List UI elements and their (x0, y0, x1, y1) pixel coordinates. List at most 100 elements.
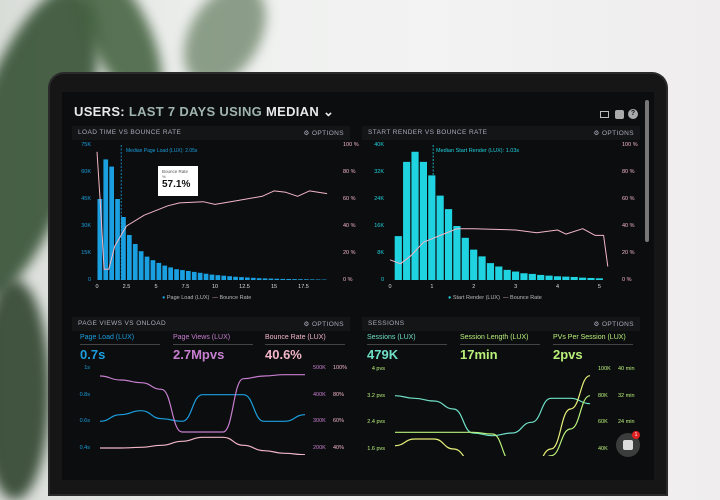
bar (275, 279, 280, 280)
bar (571, 277, 578, 280)
bar (420, 162, 427, 280)
axis-tick-label: 80K (598, 393, 608, 399)
series-line (100, 375, 305, 432)
axis-tick-label: 5 (598, 284, 601, 290)
bar (587, 278, 594, 280)
chart-svg (97, 145, 333, 280)
axis-tick-label: 5 (154, 284, 157, 290)
monitor-icon[interactable] (600, 111, 609, 118)
title-users: USERS: (74, 104, 125, 119)
share-icon[interactable] (615, 110, 624, 119)
bar (198, 273, 203, 280)
options-label: OPTIONS (602, 321, 634, 328)
bar (139, 251, 144, 280)
axis-tick-label: 80 % (622, 169, 635, 175)
bar (239, 277, 244, 280)
options-button[interactable]: ⚙ OPTIONS (304, 129, 345, 137)
legend-line: — (212, 295, 218, 301)
axis-tick-label: 400K (313, 392, 326, 398)
bar (487, 263, 494, 280)
axis-tick-label: 2.4 pvs (367, 419, 385, 425)
legend-item[interactable]: Start Render (LUX) (453, 295, 500, 301)
axis-tick-label: 40 min (618, 366, 635, 372)
kpi-value: 40.6% (265, 347, 302, 362)
bar (512, 272, 519, 280)
bar (186, 271, 191, 280)
bar (227, 276, 232, 280)
render-panel-header: START RENDER VS BOUNCE RATE ⚙ OPTIONS (362, 126, 640, 140)
page-title[interactable]: USERS: LAST 7 DAYS USING MEDIAN ⌄ (74, 104, 334, 120)
axis-tick-label: 1.6 pvs (367, 446, 385, 452)
bar (304, 279, 309, 280)
axis-tick-label: 3.2 pvs (367, 393, 385, 399)
bar (210, 275, 215, 280)
bar (316, 279, 321, 280)
axis-tick-label: 60 % (343, 196, 356, 202)
bar (395, 236, 402, 280)
legend-item[interactable]: Bounce Rate (219, 295, 251, 301)
chat-button[interactable]: 1 (616, 433, 640, 457)
options-button[interactable]: ⚙ OPTIONS (594, 320, 635, 328)
axis-tick-label: 12.5 (239, 284, 250, 290)
axis-tick-label: 60% (333, 418, 344, 424)
pageviews-panel-header: PAGE VIEWS VS ONLOAD ⚙ OPTIONS (72, 317, 350, 331)
scrollbar[interactable] (645, 100, 649, 242)
bar (292, 279, 297, 280)
legend-item[interactable]: Page Load (LUX) (167, 295, 210, 301)
axis-tick-label: 32K (374, 169, 384, 175)
bar (286, 279, 291, 280)
bar (428, 175, 435, 280)
axis-tick-label: 0.4s (80, 445, 90, 451)
options-button[interactable]: ⚙ OPTIONS (304, 320, 345, 328)
axis-tick-label: 8K (377, 250, 384, 256)
bar (245, 277, 250, 280)
bar (554, 276, 561, 280)
bar (478, 256, 485, 280)
legend-item[interactable]: Bounce Rate (510, 295, 542, 301)
render-legend: ● Start Render (LUX) — Bounce Rate (448, 295, 542, 301)
axis-tick-label: 32 min (618, 393, 635, 399)
axis-tick-label: 40 % (343, 223, 356, 229)
panel-title: LOAD TIME VS BOUNCE RATE (78, 129, 181, 137)
bar (470, 250, 477, 280)
axis-tick-label: 0 (95, 284, 98, 290)
legend-dot: ● (162, 295, 165, 301)
load-panel-header: LOAD TIME VS BOUNCE RATE ⚙ OPTIONS (72, 126, 350, 140)
axis-tick-label: 0.6s (80, 418, 90, 424)
bar (504, 270, 511, 280)
panel-title: SESSIONS (368, 320, 404, 328)
bar (133, 244, 138, 280)
bar (298, 279, 303, 280)
chart-svg (390, 145, 612, 280)
axis-tick-label: 1s (84, 365, 90, 371)
bar (251, 278, 256, 280)
axis-tick-label: 2 (472, 284, 475, 290)
axis-tick-label: 3 (514, 284, 517, 290)
series-line (100, 395, 305, 422)
bar (411, 152, 418, 280)
chevron-down-icon: ⌄ (323, 104, 334, 119)
options-button[interactable]: ⚙ OPTIONS (594, 129, 635, 137)
axis-tick-label: 40% (333, 445, 344, 451)
bar (233, 277, 238, 280)
sessions-panel-header: SESSIONS ⚙ OPTIONS (362, 317, 640, 331)
bar (462, 238, 469, 280)
axis-tick-label: 100 % (343, 142, 359, 148)
axis-tick-label: 500K (313, 365, 326, 371)
options-label: OPTIONS (602, 130, 634, 137)
axis-tick-label: 0 (388, 284, 391, 290)
kpi-label: Page Views (LUX) (173, 334, 253, 345)
help-icon[interactable]: ? (628, 109, 638, 119)
bar (151, 260, 156, 280)
kpi-value: 2pvs (553, 347, 583, 362)
axis-tick-label: 45K (81, 196, 91, 202)
axis-tick-label: 0 % (622, 277, 631, 283)
axis-tick-label: 0.8s (80, 392, 90, 398)
axis-tick-label: 4 (556, 284, 559, 290)
bar (453, 226, 460, 280)
axis-tick-label: 24 min (618, 419, 635, 425)
axis-tick-label: 60K (598, 419, 608, 425)
axis-tick-label: 1 (430, 284, 433, 290)
bar (204, 274, 209, 280)
options-label: OPTIONS (312, 130, 344, 137)
